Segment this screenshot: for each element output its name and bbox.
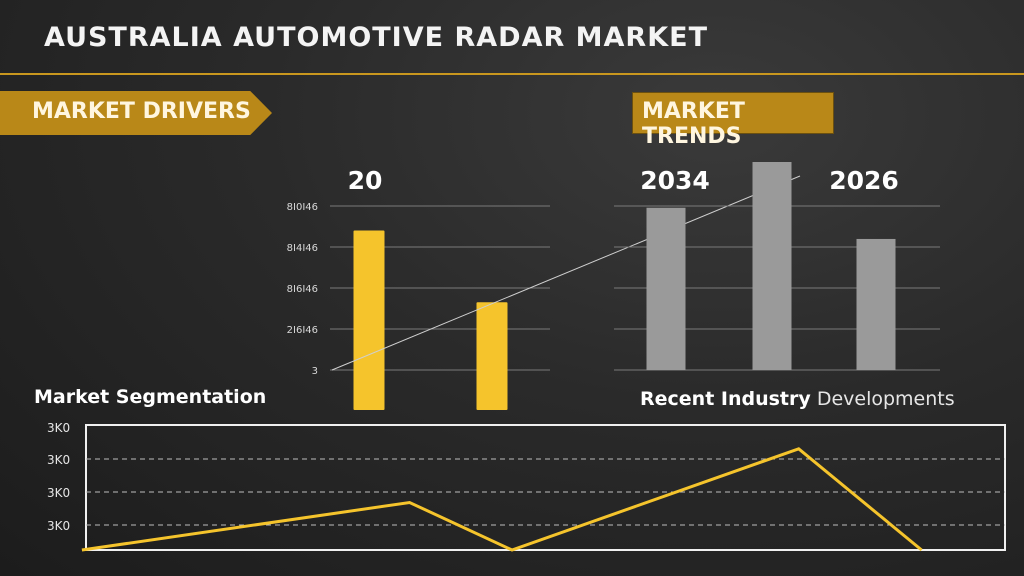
- segmentation-series-line: [81, 447, 923, 552]
- trends-bar: [752, 162, 792, 370]
- developments-text: Developments: [816, 388, 955, 410]
- trends-bar: [646, 207, 686, 370]
- segmentation-plot-frame: [85, 424, 1006, 551]
- title-rule: [0, 73, 1024, 75]
- trends-bar: [856, 238, 896, 370]
- drivers-tick-label: 8I4I46: [287, 243, 318, 254]
- segmentation-tick-label: 3K0: [47, 486, 70, 500]
- drivers-trend-line: [331, 175, 801, 371]
- drivers-tick-label: 8I0I46: [287, 202, 318, 213]
- page-title: AUSTRALIA AUTOMOTIVE RADAR MARKET: [44, 22, 708, 53]
- segmentation-tick-label: 3K0: [47, 421, 70, 435]
- market-drivers-banner: MARKET DRIVERS: [0, 91, 272, 135]
- segmentation-tick-label: 3K0: [47, 453, 70, 467]
- trends-annotation: 2026: [829, 166, 899, 195]
- market-drivers-label: MARKET DRIVERS: [32, 99, 251, 124]
- segmentation-tick-label: 3K0: [47, 519, 70, 533]
- drivers-bar: [476, 302, 508, 410]
- market-segmentation-label: Market Segmentation: [34, 386, 267, 408]
- market-trends-label: MARKET TRENDS: [642, 99, 745, 149]
- market-trends-banner: MARKET TRENDS: [632, 92, 834, 149]
- drivers-tick-label: 2I6I46: [287, 325, 318, 336]
- recent-developments-label: Recent Industry Developments: [640, 388, 955, 410]
- drivers-tick-label: 8I6I46: [287, 284, 318, 295]
- drivers-chart-title: 20: [348, 166, 383, 195]
- drivers-bar: [353, 230, 385, 410]
- trends-annotation: 2034: [640, 166, 710, 195]
- recent-industry-text: Recent Industry: [640, 388, 811, 410]
- drivers-tick-label: 3: [312, 366, 318, 377]
